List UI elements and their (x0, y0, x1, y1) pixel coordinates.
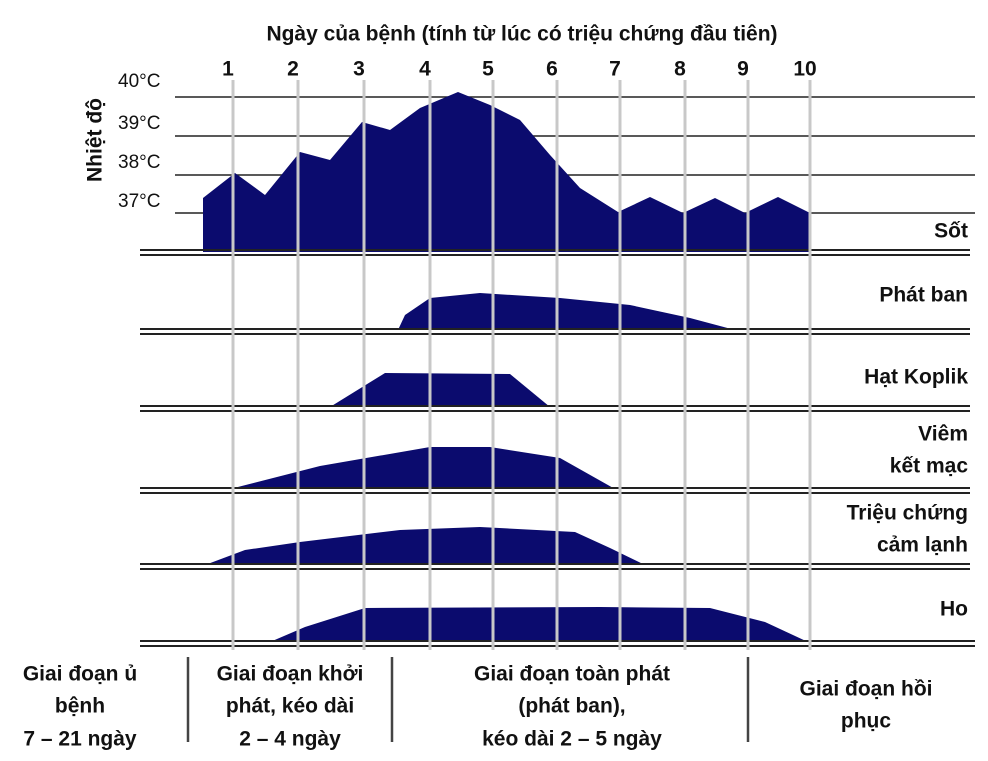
day-label: 4 (419, 58, 431, 81)
temp-label: 39°C (118, 113, 160, 134)
stage-label: Giai đoạn ủ (23, 663, 137, 686)
conjunctivitis-curve (230, 447, 615, 489)
rash-curve (398, 293, 735, 330)
row-label: kết mạc (890, 455, 969, 478)
row-label: Ho (940, 598, 968, 621)
temp-label: 38°C (118, 152, 160, 173)
day-lines (231, 80, 812, 650)
stage-label: phát, kéo dài (226, 695, 354, 718)
stage-label: bệnh (55, 695, 105, 718)
day-label: 9 (737, 58, 749, 81)
row-label: Phát ban (879, 284, 968, 307)
row-label: Sốt (934, 220, 968, 243)
row-label: Hạt Koplik (864, 366, 968, 389)
stage-label: (phát ban), (518, 695, 625, 718)
row-label: cảm lạnh (877, 534, 968, 557)
day-label: 7 (609, 58, 621, 81)
stage-label: 7 – 21 ngày (23, 728, 137, 751)
stage-label: 2 – 4 ngày (239, 728, 341, 751)
day-label: 1 (222, 58, 234, 81)
baselines (140, 249, 975, 647)
day-label: 10 (793, 58, 816, 81)
stage-separators (186, 657, 750, 742)
day-label: 3 (353, 58, 365, 81)
shapes (203, 92, 810, 642)
row-label: Triệu chứng (847, 502, 968, 525)
temp-label: 37°C (118, 191, 160, 212)
stage-label: Giai đoạn toàn phát (474, 663, 670, 686)
day-label: 6 (546, 58, 558, 81)
koplik-curve (330, 373, 550, 407)
day-label: 5 (482, 58, 494, 81)
day-label: 2 (287, 58, 299, 81)
stage-label: Giai đoạn khởi (217, 663, 364, 686)
temp-axis-label: Nhiệt độ (84, 98, 107, 182)
cold-curve (205, 527, 645, 565)
temp-label: 40°C (118, 71, 160, 92)
day-label: 8 (674, 58, 686, 81)
title: Ngày của bệnh (tính từ lúc có triệu chứn… (266, 23, 777, 46)
fever-curve (203, 92, 810, 252)
stage-label: Giai đoạn hồi (799, 678, 932, 701)
row-label: Viêm (918, 423, 968, 446)
stage-label: kéo dài 2 – 5 ngày (482, 728, 662, 751)
cough-curve (270, 607, 808, 642)
stage-label: phục (841, 710, 891, 733)
